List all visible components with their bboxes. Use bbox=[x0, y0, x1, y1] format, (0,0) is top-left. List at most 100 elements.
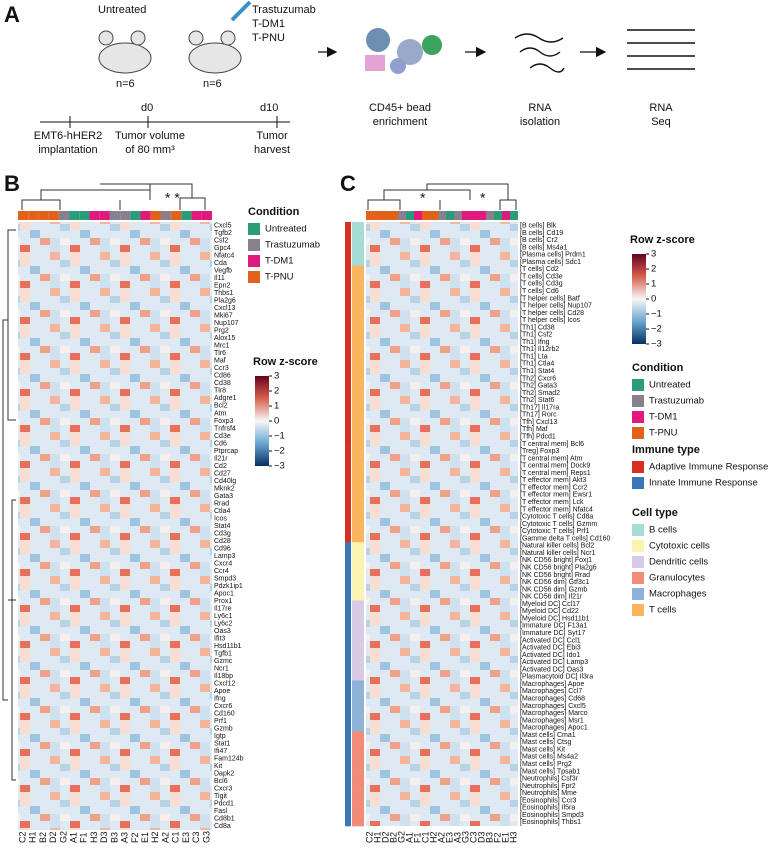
group-n: n=6 bbox=[203, 78, 222, 90]
group-n: n=6 bbox=[116, 78, 135, 90]
cell-type-cell bbox=[352, 549, 364, 558]
seq-icon bbox=[627, 29, 695, 70]
legend-swatch bbox=[248, 255, 260, 267]
immune-type-cell bbox=[345, 374, 351, 383]
row-label: Cd3e bbox=[214, 433, 231, 440]
row-label: Cd96 bbox=[214, 545, 231, 552]
immune-type-cell bbox=[345, 775, 351, 783]
immune-type-cell bbox=[345, 687, 351, 696]
immune-type-cell bbox=[345, 425, 351, 434]
row-label: Ncr1 bbox=[214, 665, 229, 672]
legend-swatch bbox=[632, 572, 644, 584]
immune-type-cell bbox=[345, 280, 351, 288]
cell-type-cell bbox=[352, 345, 364, 354]
row-label: [Mast cells] Tpsab1 bbox=[520, 768, 580, 775]
condition-cell bbox=[478, 211, 486, 220]
row-dendrogram bbox=[2, 229, 16, 781]
step-label: enrichment bbox=[373, 116, 427, 128]
row-label: Thbs1 bbox=[214, 290, 234, 297]
row-label: Cd28 bbox=[214, 538, 231, 545]
row-label: [T effector mem] Ccr2 bbox=[520, 484, 588, 491]
colorbar-tick-label: −2 bbox=[274, 446, 285, 457]
cell-type-cell bbox=[352, 760, 364, 769]
row-label: Cd86 bbox=[214, 373, 231, 380]
legend-label: T-PNU bbox=[265, 272, 294, 283]
immune-type-cell bbox=[345, 607, 351, 616]
immune-type-cell bbox=[345, 236, 351, 245]
condition-cell bbox=[390, 211, 398, 220]
column-label: G3 bbox=[460, 831, 470, 843]
legend-label: Untreated bbox=[265, 224, 307, 235]
cell-type-cell bbox=[352, 796, 364, 805]
row-label: Cd27 bbox=[214, 470, 231, 477]
row-label: [Immature DC] Syt17 bbox=[520, 630, 585, 637]
row-label: [B cells] Cr2 bbox=[520, 237, 558, 244]
row-label: [T cells] Cd6 bbox=[520, 288, 559, 295]
cell-type-cell bbox=[352, 753, 364, 761]
row-label: Vegfb bbox=[214, 268, 232, 275]
row-label: Cxcl5 bbox=[214, 223, 232, 230]
row-label: Mrc1 bbox=[214, 343, 230, 350]
immune-type-cell bbox=[345, 578, 351, 587]
immune-type-cell bbox=[345, 309, 351, 317]
cell-type-cell bbox=[352, 738, 364, 747]
row-label: Pdcd1 bbox=[214, 801, 234, 808]
condition-cell bbox=[28, 211, 39, 220]
row-label: Mknk2 bbox=[214, 485, 235, 492]
cell-type-cell bbox=[352, 614, 364, 623]
legend-title: Cell type bbox=[632, 507, 678, 519]
row-label: Gzmb bbox=[214, 726, 233, 733]
row-label: [Tfh] Pdcd1 bbox=[520, 434, 556, 441]
cell-type-cell bbox=[352, 222, 364, 230]
immune-type-cell bbox=[345, 673, 351, 681]
legend-label: Granulocytes bbox=[649, 573, 705, 584]
colorbar-tick-label: 3 bbox=[651, 249, 656, 260]
condition-cell bbox=[470, 211, 478, 220]
row-label: [Myeloid DC] Ccl17 bbox=[520, 601, 580, 608]
cell-type-cell bbox=[352, 367, 364, 376]
condition-cell bbox=[89, 211, 100, 220]
legend-label: T cells bbox=[649, 605, 677, 616]
row-label: [Mast cells] Kit bbox=[520, 746, 565, 753]
cell-type-cell bbox=[352, 564, 364, 572]
row-label: Pdzk1ip1 bbox=[214, 583, 243, 590]
column-label: G2 bbox=[58, 831, 68, 843]
treatment-label: T-DM1 bbox=[252, 18, 285, 30]
cell-type-cell bbox=[352, 258, 364, 266]
row-label: [Tfh] Maf bbox=[520, 426, 548, 433]
cell-type-cell bbox=[352, 403, 364, 412]
row-label: Il11 bbox=[214, 275, 225, 282]
row-label: Icos bbox=[214, 515, 227, 522]
cell-type-cell bbox=[352, 331, 364, 339]
row-label: Nfatc4 bbox=[214, 253, 234, 260]
immune-type-cell bbox=[345, 702, 351, 710]
row-label: [NK CD56 dim] Gtf3c1 bbox=[520, 579, 589, 586]
legend-label: Trastuzumab bbox=[649, 396, 704, 407]
immune-type-cell bbox=[345, 272, 351, 281]
row-label: Ccr4 bbox=[214, 568, 229, 575]
row-label: Cd8b1 bbox=[214, 816, 235, 823]
cell-type-cell bbox=[352, 571, 364, 579]
immune-type-cell bbox=[345, 695, 351, 703]
legend-swatch bbox=[632, 395, 644, 407]
column-label: A1 bbox=[404, 832, 414, 843]
cell-type-cell bbox=[352, 622, 364, 630]
condition-cell bbox=[382, 211, 390, 220]
row-label: [T helper cells] Nup107 bbox=[520, 303, 592, 310]
immune-type-cell bbox=[345, 665, 351, 674]
row-label: Pla2g6 bbox=[214, 298, 236, 305]
row-label: Cd6 bbox=[214, 440, 227, 447]
row-label: Smpd3 bbox=[214, 575, 236, 582]
row-label: Gzmc bbox=[214, 658, 233, 665]
colorbar-tick-label: −1 bbox=[651, 309, 662, 320]
row-label: Bcl2 bbox=[214, 403, 228, 410]
immune-type-cell bbox=[345, 622, 351, 630]
row-label: Fasl bbox=[214, 808, 228, 815]
row-label: Tigit bbox=[214, 793, 227, 800]
row-label: Cd38 bbox=[214, 380, 231, 387]
cell-type-cell bbox=[352, 724, 364, 732]
immune-type-cell bbox=[345, 789, 351, 798]
column-label: A3 bbox=[120, 832, 130, 843]
row-label: [T effector mem] Lck bbox=[520, 499, 584, 506]
row-label: [T cells] Cd3e bbox=[520, 273, 563, 280]
